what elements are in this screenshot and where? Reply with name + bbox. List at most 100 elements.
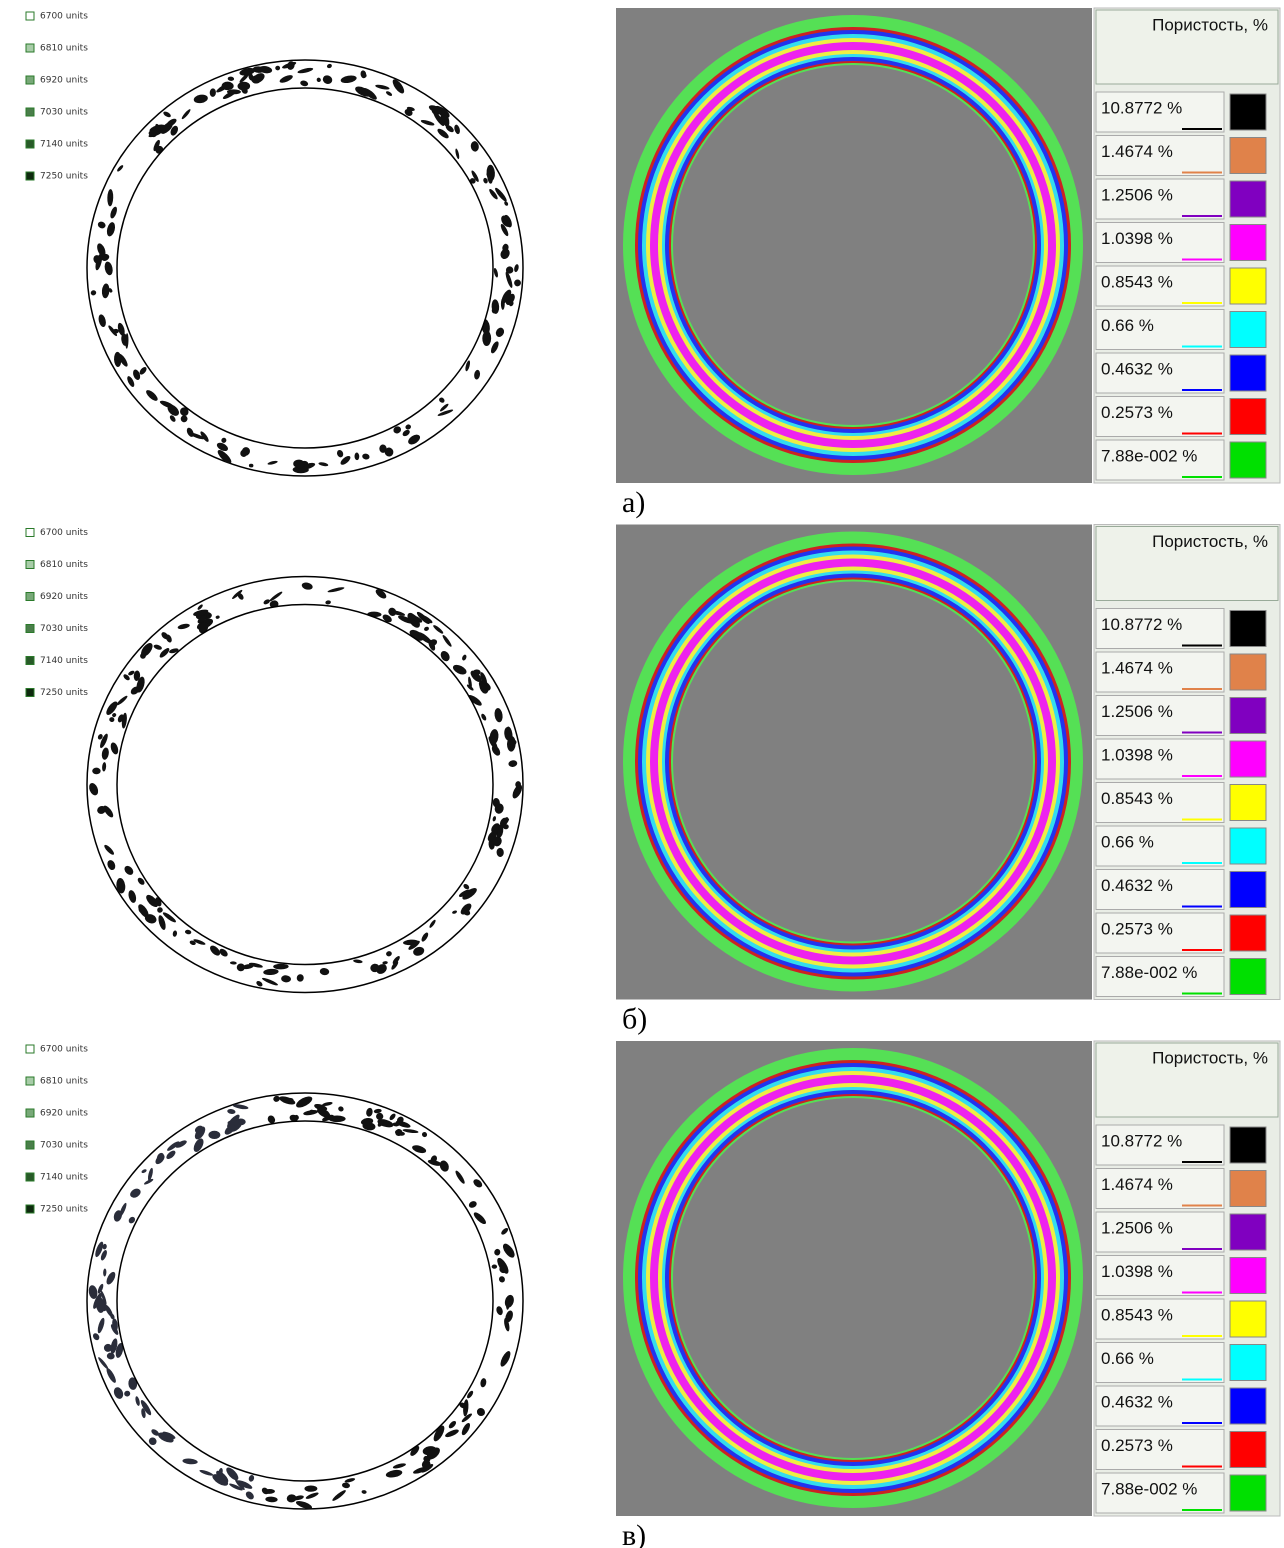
- pore: [514, 279, 521, 286]
- legend-label: 7140 units: [40, 1173, 88, 1183]
- legend-entry-label: 1.0398 %: [1101, 745, 1173, 764]
- legend-swatch: [1230, 312, 1266, 348]
- legend-entry-label: 0.4632 %: [1101, 359, 1173, 378]
- legend-entry-label: 1.4674 %: [1101, 1175, 1173, 1194]
- legend-swatch: [26, 625, 34, 633]
- legend-swatch: [26, 1109, 34, 1117]
- legend-entry-label: 1.2506 %: [1101, 185, 1173, 204]
- legend-swatch: [26, 1077, 34, 1085]
- legend-label: 6700 units: [40, 528, 88, 538]
- legend-swatch: [1230, 611, 1266, 647]
- sim-layer: [673, 1098, 1033, 1458]
- sim-layer: [673, 65, 1033, 425]
- legend-label: 6920 units: [40, 76, 88, 86]
- legend-swatch: [1230, 355, 1266, 391]
- legend-entry-label: 0.8543 %: [1101, 272, 1173, 291]
- legend-swatch: [26, 529, 34, 537]
- pore: [328, 1115, 345, 1122]
- legend-entry-label: 10.8772 %: [1101, 615, 1182, 634]
- legend-entry-label: 0.4632 %: [1101, 876, 1173, 895]
- legend-title: Пористость, %: [1152, 1048, 1268, 1067]
- legend-entry-label: 0.66 %: [1101, 832, 1154, 851]
- legend-swatch: [26, 12, 34, 20]
- legend-label: 7250 units: [40, 1205, 88, 1215]
- pore: [492, 1264, 497, 1268]
- legend-entry-label: 0.8543 %: [1101, 1305, 1173, 1324]
- legend-label: 6700 units: [40, 12, 88, 22]
- legend-label: 6810 units: [40, 560, 88, 570]
- legend-label: 7250 units: [40, 172, 88, 182]
- legend-swatch: [1230, 698, 1266, 734]
- legend-entry-label: 0.66 %: [1101, 1349, 1154, 1368]
- legend-label: 7030 units: [40, 624, 88, 634]
- legend-entry-label: 1.4674 %: [1101, 658, 1173, 677]
- legend-swatch: [1230, 785, 1266, 821]
- legend-swatch: [1230, 654, 1266, 690]
- panel-label: в): [622, 1519, 646, 1548]
- legend-swatch: [1230, 959, 1266, 995]
- legend-swatch: [1230, 741, 1266, 777]
- sim-layer: [673, 582, 1033, 942]
- ring-inner: [117, 88, 493, 448]
- legend-entry-label: 0.2573 %: [1101, 403, 1173, 422]
- legend-swatch: [1230, 1258, 1266, 1294]
- legend-label: 6700 units: [40, 1045, 88, 1055]
- legend-entry-label: 10.8772 %: [1101, 1131, 1182, 1150]
- legend-entry-label: 0.66 %: [1101, 316, 1154, 335]
- legend-entry-label: 1.0398 %: [1101, 229, 1173, 248]
- legend-swatch: [26, 1141, 34, 1149]
- legend-swatch: [26, 172, 34, 180]
- legend-swatch: [1230, 1171, 1266, 1207]
- legend-swatch: [1230, 268, 1266, 304]
- legend-entry-label: 1.2506 %: [1101, 702, 1173, 721]
- legend-swatch: [1230, 1345, 1266, 1381]
- pore: [208, 1131, 220, 1139]
- legend-label: 7030 units: [40, 108, 88, 118]
- legend-swatch: [26, 108, 34, 116]
- legend-entry-label: 7.88e-002 %: [1101, 446, 1197, 465]
- figure: 6700 units 6810 units 6920 units 7030 units…: [0, 0, 1284, 1548]
- panel-label: б): [622, 1002, 647, 1035]
- legend-swatch: [1230, 442, 1266, 478]
- legend-swatch: [1230, 915, 1266, 951]
- legend-swatch: [26, 561, 34, 569]
- legend-entry-label: 7.88e-002 %: [1101, 963, 1197, 982]
- legend-swatch: [26, 140, 34, 148]
- legend-entry-label: 0.4632 %: [1101, 1392, 1173, 1411]
- ring-inner: [117, 605, 493, 965]
- legend-label: 6810 units: [40, 44, 88, 54]
- legend-swatch: [26, 593, 34, 601]
- legend-swatch: [26, 1173, 34, 1181]
- legend-entry-label: 0.2573 %: [1101, 1436, 1173, 1455]
- legend-swatch: [1230, 1388, 1266, 1424]
- legend-label: 7140 units: [40, 140, 88, 150]
- legend-entry-label: 0.2573 %: [1101, 919, 1173, 938]
- legend-entry-label: 0.8543 %: [1101, 789, 1173, 808]
- legend-swatch: [1230, 1432, 1266, 1468]
- legend-label: 7030 units: [40, 1141, 88, 1151]
- legend-label: 6810 units: [40, 1077, 88, 1087]
- legend-title: Пористость, %: [1152, 532, 1268, 551]
- legend-entry-label: 1.4674 %: [1101, 142, 1173, 161]
- legend-swatch: [1230, 1214, 1266, 1250]
- legend-entry-label: 10.8772 %: [1101, 98, 1182, 117]
- legend-swatch: [1230, 828, 1266, 864]
- legend-swatch: [26, 1045, 34, 1053]
- legend-swatch: [26, 76, 34, 84]
- legend-title: Пористость, %: [1152, 15, 1268, 34]
- legend-swatch: [1230, 181, 1266, 217]
- legend-swatch: [1230, 225, 1266, 261]
- legend-swatch: [1230, 94, 1266, 130]
- legend-label: 7250 units: [40, 688, 88, 698]
- legend-entry-label: 1.0398 %: [1101, 1262, 1173, 1281]
- legend-entry-label: 7.88e-002 %: [1101, 1479, 1197, 1498]
- legend-swatch: [26, 689, 34, 697]
- legend-swatch: [26, 1205, 34, 1213]
- legend-entry-label: 1.2506 %: [1101, 1218, 1173, 1237]
- ring-inner: [117, 1121, 493, 1481]
- legend-swatch: [26, 657, 34, 665]
- legend-swatch: [1230, 1127, 1266, 1163]
- panel-label: а): [622, 486, 645, 519]
- legend-label: 6920 units: [40, 1109, 88, 1119]
- legend-swatch: [1230, 399, 1266, 435]
